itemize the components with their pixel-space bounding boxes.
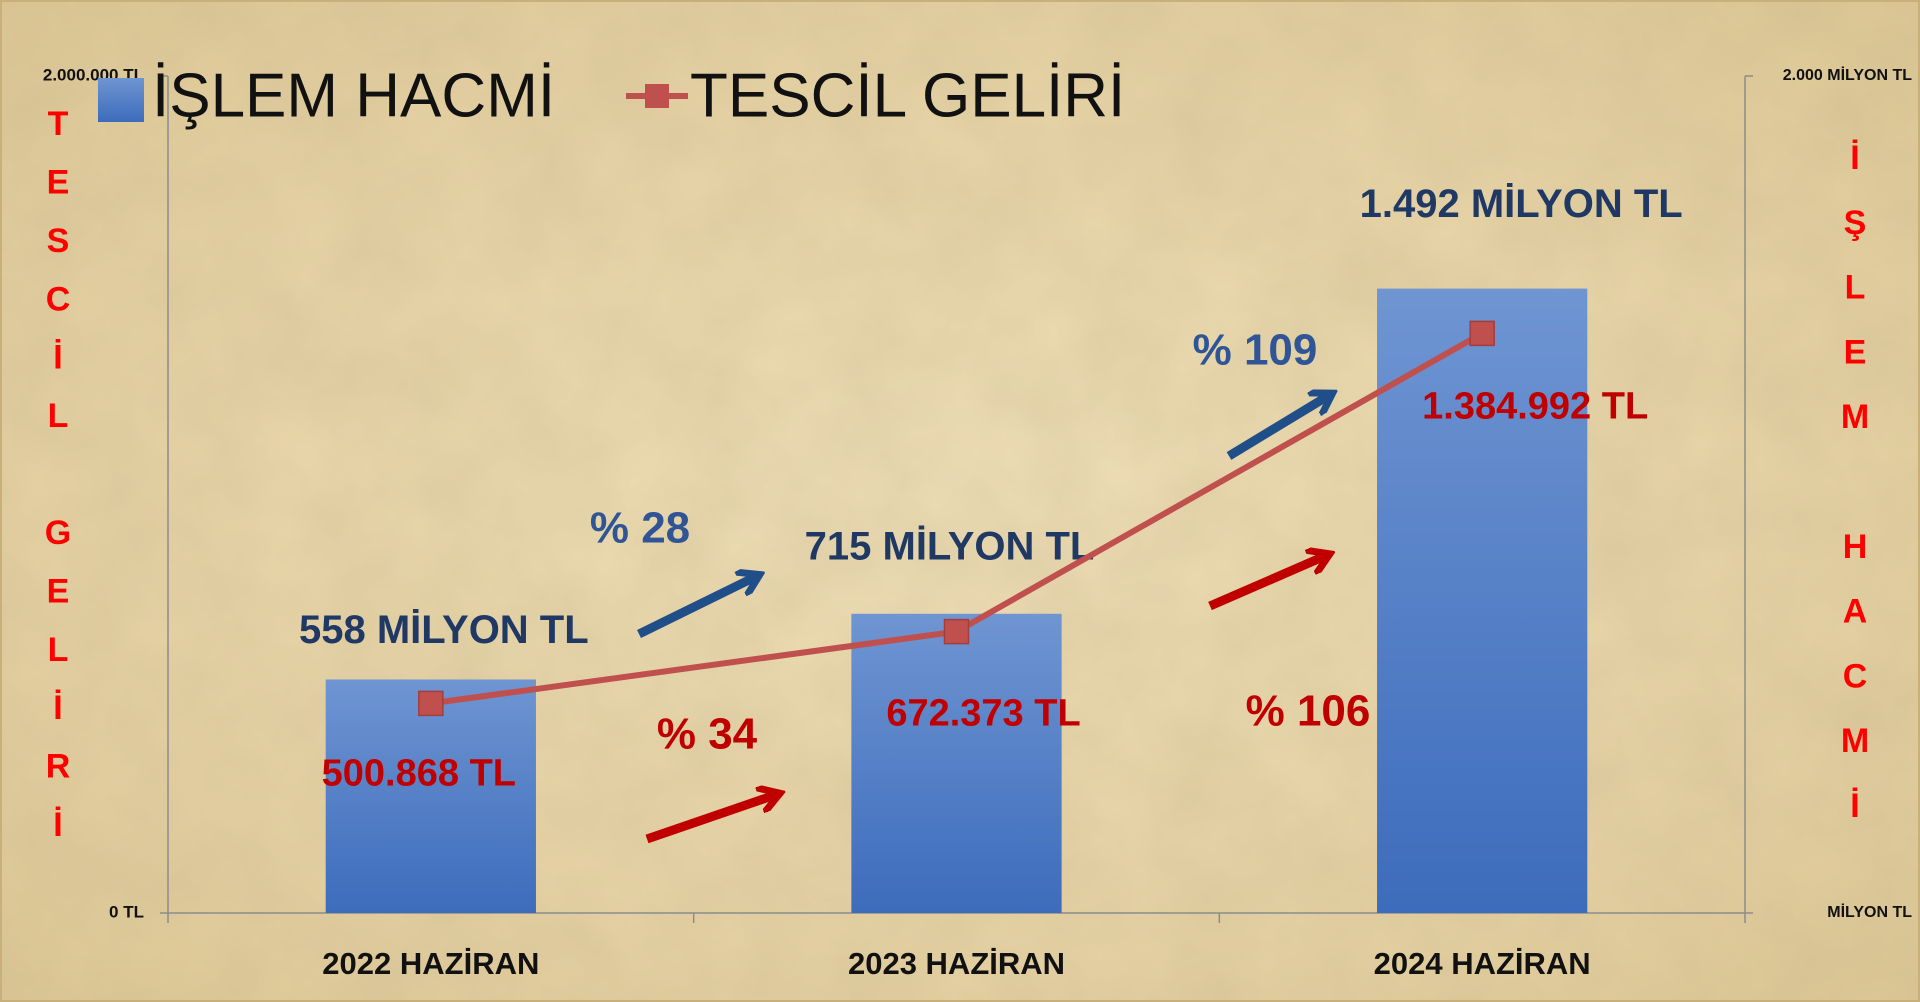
bar [325, 679, 536, 913]
line-marker [1469, 320, 1495, 347]
bar [851, 613, 1062, 913]
y2-tick-label: MİLYON TL [1827, 903, 1912, 921]
annotation: % 106 [1246, 687, 1371, 736]
annotation: % 28 [590, 504, 690, 553]
line-marker [418, 690, 444, 717]
x-tick-label: 2022 HAZİRAN [322, 946, 539, 981]
annotation: % 34 [657, 710, 758, 759]
line-value-label: 672.373 TL [886, 693, 1080, 735]
bar [1377, 288, 1588, 913]
legend-label: İŞLEM HACMİ [152, 61, 555, 130]
line-value-label: 500.868 TL [322, 752, 516, 794]
arrow [1208, 556, 1325, 611]
x-tick-label: 2023 HAZİRAN [848, 946, 1065, 981]
y-tick-label: 0 TL [109, 902, 144, 921]
bar-value-label: 558 MİLYON TL [299, 608, 589, 652]
bar-value-label: 715 MİLYON TL [805, 524, 1095, 568]
legend-swatch [645, 84, 669, 108]
annotation: % 109 [1193, 326, 1318, 375]
line-marker [943, 618, 970, 645]
bar-value-label: 1.492 MİLYON TL [1360, 182, 1683, 226]
arrow [645, 795, 775, 844]
y2-tick-label: 2.000 MİLYON TL [1783, 66, 1912, 84]
x-tick-label: 2024 HAZİRAN [1374, 946, 1591, 981]
legend-swatch [98, 78, 144, 122]
arrow [637, 577, 755, 639]
legend-label: TESCİL GELİRİ [690, 61, 1125, 130]
line-value-label: 1.384.992 TL [1422, 385, 1648, 427]
arrow [1226, 396, 1328, 460]
